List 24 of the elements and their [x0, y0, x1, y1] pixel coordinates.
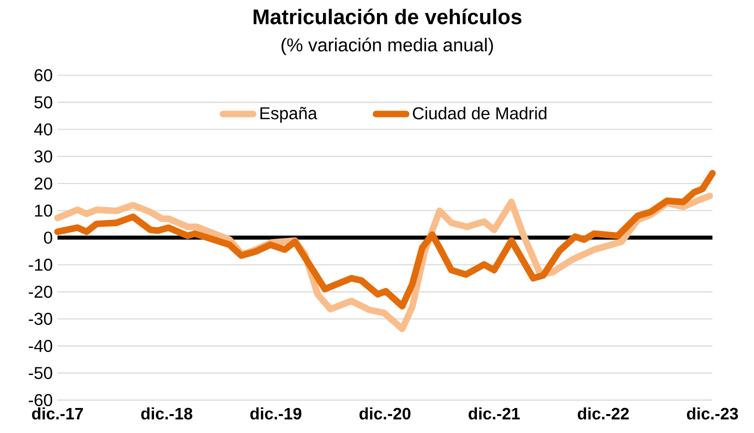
- y-tick-label: 40: [34, 123, 52, 136]
- y-tick-label: 60: [34, 69, 52, 82]
- y-tick-label: -60: [28, 394, 52, 406]
- y-tick-label: -10: [28, 258, 52, 271]
- y-tick-label: -20: [28, 286, 52, 298]
- y-tick-label: 30: [34, 150, 52, 163]
- y-tick-label: -30: [28, 312, 52, 326]
- y-tick-label: -40: [28, 340, 52, 352]
- chart-subtitle: (% variación media anual): [282, 38, 493, 56]
- y-tick-label: 10: [35, 204, 52, 217]
- x-tick-label: dic.-20: [360, 407, 410, 420]
- chart-title: Matriculación de vehículos: [254, 8, 522, 24]
- x-tick-label: dic.-19: [250, 407, 302, 420]
- legend-label: España: [260, 106, 318, 123]
- x-tick-label: dic.-18: [141, 407, 192, 420]
- legend-label: Ciudad de Madrid: [412, 106, 546, 120]
- y-tick-label: -50: [28, 367, 52, 380]
- y-tick-label: 0: [44, 232, 52, 244]
- x-tick-label: dic.-21: [468, 407, 520, 420]
- y-tick-label: 50: [34, 96, 52, 109]
- x-tick-label: dic.-23: [686, 407, 738, 420]
- y-tick-label: 20: [34, 178, 52, 190]
- x-tick-label: dic.-22: [578, 407, 629, 420]
- x-tick-label: dic.-17: [32, 407, 83, 420]
